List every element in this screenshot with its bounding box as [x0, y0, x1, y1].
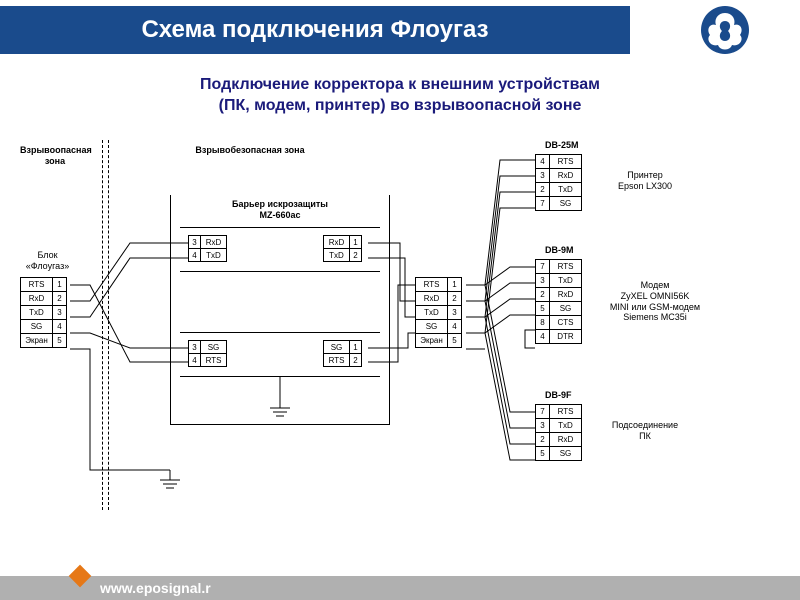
- db9m-desc: Модем ZyXEL OMNI56K MINI или GSM-модем S…: [595, 280, 715, 323]
- db25m-pins: 4RTS 3RxD 2TxD 7SG: [535, 154, 582, 211]
- header: Схема подключения Флоугаз: [0, 0, 800, 60]
- zone-divider-2: [108, 140, 109, 510]
- db9f-header: DB-9F: [545, 390, 572, 400]
- db25m-header: DB-25M: [545, 140, 579, 150]
- right-block-pins: RTS1 RxD2 TxD3 SG4 Экран5: [415, 277, 462, 348]
- subtitle: Подключение корректора к внешним устройс…: [0, 75, 800, 117]
- logo-icon: [700, 5, 750, 55]
- flougaz-pins: RTS1 RxD2 TxD3 SG4 Экран5: [20, 277, 67, 348]
- subtitle-line1: Подключение корректора к внешним устройс…: [200, 76, 600, 93]
- hazardous-zone-label: Взрывоопасная зона: [20, 145, 90, 167]
- footer-url: www.eposignal.r: [100, 580, 211, 596]
- db25m-desc: ПринтерEpson LX300: [600, 170, 690, 192]
- safe-zone-label: Взрывобезопасная зона: [180, 145, 320, 156]
- barrier-lower-outline: [180, 332, 380, 377]
- db9m-header: DB-9M: [545, 245, 574, 255]
- barrier-title: Барьер искрозащитыMZ-660ac: [171, 199, 389, 221]
- wires: [20, 140, 780, 540]
- db9f-desc: ПодсоединениеПК: [600, 420, 690, 442]
- db9f-pins: 7RTS 3TxD 2RxD 5SG: [535, 404, 582, 461]
- page-title: Схема подключения Флоугаз: [0, 6, 630, 54]
- flougaz-label: Блок«Флоугаз»: [20, 250, 75, 272]
- barrier-upper-outline: [180, 227, 380, 272]
- zone-divider-1: [102, 140, 103, 510]
- wiring-diagram: Взрывоопасная зона Взрывобезопасная зона…: [20, 140, 780, 540]
- footer: www.eposignal.r: [0, 576, 800, 600]
- db9m-pins: 7RTS 3TxD 2RxD 5SG 8CTS 4DTR: [535, 259, 582, 344]
- subtitle-line2: (ПК, модем, принтер) во взрывоопасной зо…: [219, 97, 582, 114]
